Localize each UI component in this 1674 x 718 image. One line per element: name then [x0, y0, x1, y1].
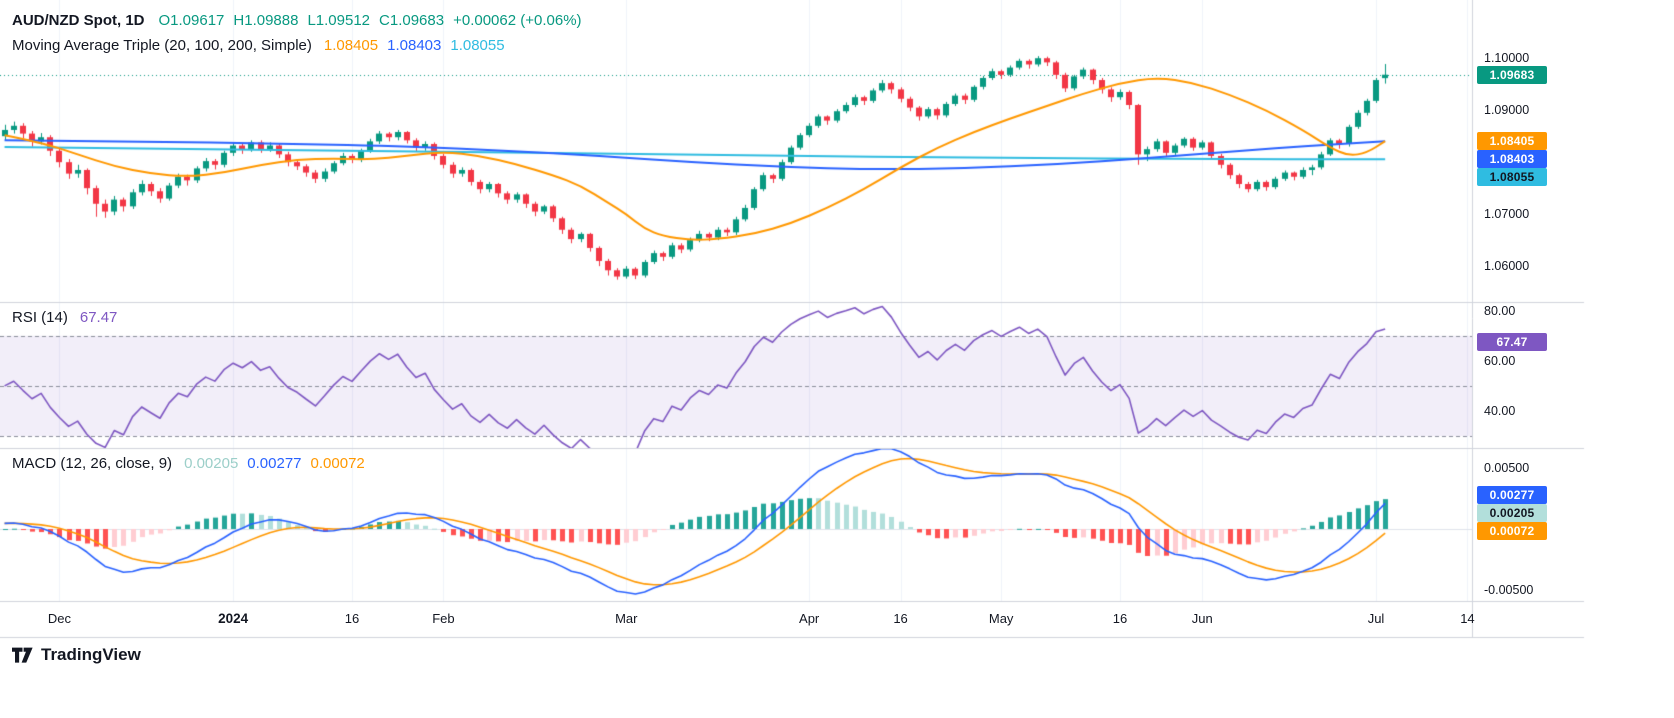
time-axis-label: 16: [1112, 611, 1128, 626]
time-axis-label: Mar: [615, 611, 638, 626]
rsi-scale-label: 40.00: [1484, 403, 1516, 418]
price-scale-label: 1.07000: [1484, 207, 1530, 222]
time-axis[interactable]: Dec 2024 16 Feb Mar Apr 16 May 16 Jun Jul 14: [0, 601, 1584, 637]
rsi-legend-label: RSI (14): [12, 309, 68, 326]
rsi-value: 67.47: [79, 309, 118, 326]
price-scale-badge: 1.09683: [1477, 65, 1547, 84]
ohlc-open: O1.09617: [158, 12, 225, 29]
rsi-legend: RSI (14) 67.47: [12, 309, 126, 327]
price-scale-badge: 1.08405: [1477, 132, 1547, 151]
macd-scale-label: -0.00500: [1484, 583, 1534, 598]
macd-scale-label: 0.00500: [1484, 461, 1530, 475]
time-axis-label: Jul: [1367, 611, 1385, 626]
macd-scale-badge: 0.00205: [1477, 504, 1547, 523]
macd-legend: MACD (12, 26, close, 9) 0.00205 0.00277 …: [12, 455, 374, 473]
macd-scale-badge: 0.00072: [1477, 522, 1547, 541]
ma200-value: 1.08055: [450, 37, 505, 54]
price-change: +0.00062 (+0.06%): [453, 12, 582, 29]
macd-legend-label: MACD (12, 26, close, 9): [12, 455, 173, 472]
price-scale-badge: 1.08403: [1477, 150, 1547, 169]
time-axis-label: Apr: [799, 611, 820, 626]
ma100-value: 1.08403: [387, 37, 442, 54]
rsi-scale-label: 60.00: [1484, 353, 1516, 368]
macd-signal-value: 0.00072: [310, 455, 365, 472]
price-scale-label: 1.09000: [1484, 103, 1530, 118]
right-price-scale[interactable]: 1.100001.090001.080001.070001.060001.096…: [1472, 0, 1612, 637]
ma-legend: Moving Average Triple (20, 100, 200, Sim…: [12, 37, 514, 55]
time-axis-label: Dec: [47, 611, 71, 626]
price-legend: AUD/NZD Spot, 1D O1.09617 H1.09888 L1.09…: [12, 12, 591, 30]
time-axis-label: Jun: [1191, 611, 1213, 626]
ma20-value: 1.08405: [323, 37, 379, 54]
ma-legend-label: Moving Average Triple (20, 100, 200, Sim…: [12, 37, 312, 54]
brand-text: TradingView: [41, 645, 141, 664]
tradingview-icon: [12, 647, 33, 663]
time-axis-label: 16: [893, 611, 908, 626]
time-axis-label: Feb: [432, 611, 455, 626]
time-axis-label: May: [988, 611, 1014, 626]
symbol-title[interactable]: AUD/NZD Spot, 1D: [12, 12, 145, 29]
price-scale-label: 1.06000: [1484, 259, 1530, 274]
time-axis-label: 16: [344, 611, 360, 626]
tradingview-logo[interactable]: TradingView: [12, 645, 141, 665]
price-scale-label: 1.10000: [1484, 51, 1530, 66]
macd-scale-badge: 0.00277: [1477, 486, 1547, 505]
time-axis-label: 2024: [218, 611, 249, 626]
ohlc-low: L1.09512: [307, 12, 371, 29]
macd-hist-value: 0.00205: [184, 455, 239, 472]
price-scale-badge: 1.08055: [1477, 168, 1547, 187]
rsi-scale-label: 80.00: [1484, 303, 1516, 318]
time-axis-label: 14: [1460, 611, 1475, 626]
rsi-scale-badge: 67.47: [1477, 333, 1547, 352]
macd-line-value: 0.00277: [247, 455, 302, 472]
ohlc-high: H1.09888: [233, 12, 299, 29]
ohlc-close: C1.09683: [379, 12, 445, 29]
